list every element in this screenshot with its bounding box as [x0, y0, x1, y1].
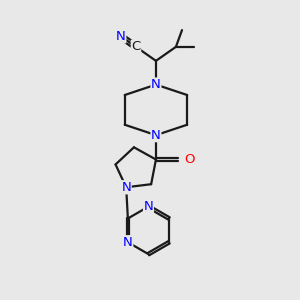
- Text: N: N: [151, 78, 161, 91]
- Text: N: N: [144, 200, 153, 213]
- Text: C: C: [131, 40, 141, 53]
- Text: N: N: [121, 181, 131, 194]
- Text: N: N: [151, 129, 161, 142]
- Text: N: N: [116, 30, 126, 43]
- Text: N: N: [123, 236, 133, 249]
- Text: O: O: [184, 153, 195, 166]
